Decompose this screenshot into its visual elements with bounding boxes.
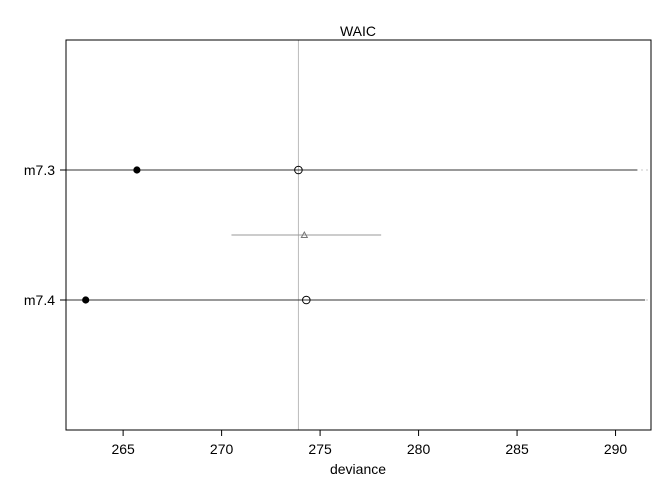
plot-frame (65, 39, 652, 431)
waic-point (294, 165, 303, 175)
x-axis: 265 270 275 280 285 290 (111, 430, 627, 457)
in-sample-deviance-point (82, 296, 90, 304)
x-tick-label: 275 (308, 441, 332, 457)
x-tick-label: 270 (210, 441, 234, 457)
chart-title: WAIC (340, 23, 376, 39)
y-tick-label: m7.3 (24, 162, 55, 178)
model-series-layer (66, 165, 651, 305)
difference-layer (231, 230, 382, 238)
x-tick-label: 285 (505, 441, 529, 457)
x-tick-label: 265 (111, 441, 135, 457)
x-tick-label: 290 (604, 441, 628, 457)
difference-point (300, 230, 309, 238)
y-tick-label: m7.4 (24, 292, 55, 308)
waic-point (302, 295, 311, 305)
x-tick-label: 280 (407, 441, 431, 457)
in-sample-deviance-point (133, 166, 141, 174)
y-axis: m7.3 m7.4 (24, 162, 66, 308)
x-axis-title: deviance (330, 461, 386, 477)
